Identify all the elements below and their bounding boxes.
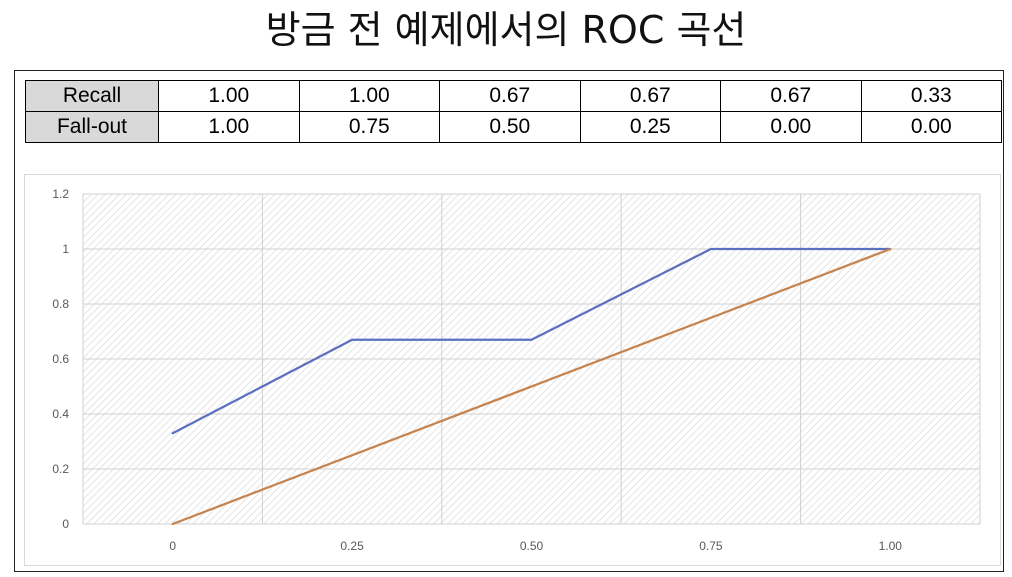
series-line-2 [171, 247, 892, 526]
table-cell: 0.75 [298, 111, 440, 143]
series-line-1 [171, 247, 892, 435]
tick-labels: 0 0.2 0.4 0.6 0.8 1 1.2 0 0.25 0.50 0.75 1.00 [52, 187, 902, 553]
y-tick-label: 1 [62, 242, 69, 256]
y-tick-label: 0 [62, 517, 69, 531]
table-cell: 0.67 [579, 80, 721, 112]
row-header: Recall [25, 80, 159, 112]
table-row: Recall 1.00 1.00 0.67 0.67 0.67 0.33 [25, 80, 1002, 112]
y-tick-label: 1.2 [52, 187, 69, 201]
x-tick-label: 0 [169, 539, 176, 553]
table-cell: 0.67 [439, 80, 581, 112]
table-cell: 0.33 [860, 80, 1002, 112]
x-tick-label: 0.25 [340, 539, 364, 553]
x-tick-label: 0.50 [520, 539, 544, 553]
x-tick-label: 1.00 [879, 539, 903, 553]
y-tick-label: 0.8 [52, 297, 69, 311]
table-cell: 0.25 [579, 111, 721, 143]
y-tick-label: 0.4 [52, 407, 69, 421]
row-header: Fall-out [25, 111, 159, 143]
roc-chart-svg: 0 0.2 0.4 0.6 0.8 1 1.2 0 0.25 0.50 0.75 1.00 [52, 187, 981, 553]
table-cell: 1.00 [298, 80, 440, 112]
x-tick-label: 0.75 [699, 539, 723, 553]
grid-lines [82, 193, 981, 525]
table-cell: 0.67 [720, 80, 862, 112]
series-lines [171, 247, 892, 526]
table-cell: 0.50 [439, 111, 581, 143]
table-cell: 1.00 [158, 111, 300, 143]
slide-frame: Recall 1.00 1.00 0.67 0.67 0.67 0.33 Fall-out 1.… [14, 70, 1004, 572]
y-tick-label: 0.2 [52, 462, 69, 476]
table-cell: 1.00 [158, 80, 300, 112]
recall-fallout-table: Recall 1.00 1.00 0.67 0.67 0.67 0.33 Fall-out 1.… [25, 80, 1002, 143]
table-cell: 0.00 [860, 111, 1002, 143]
table-row: Fall-out 1.00 0.75 0.50 0.25 0.00 0.00 [25, 111, 1002, 143]
roc-chart: 0 0.2 0.4 0.6 0.8 1 1.2 0 0.25 0.50 0.75 1.00 [24, 174, 1001, 566]
y-tick-label: 0.6 [52, 352, 69, 366]
table-cell: 0.00 [720, 111, 862, 143]
page-title: 방금 전 예제에서의 ROC 곡선 [265, 8, 747, 52]
